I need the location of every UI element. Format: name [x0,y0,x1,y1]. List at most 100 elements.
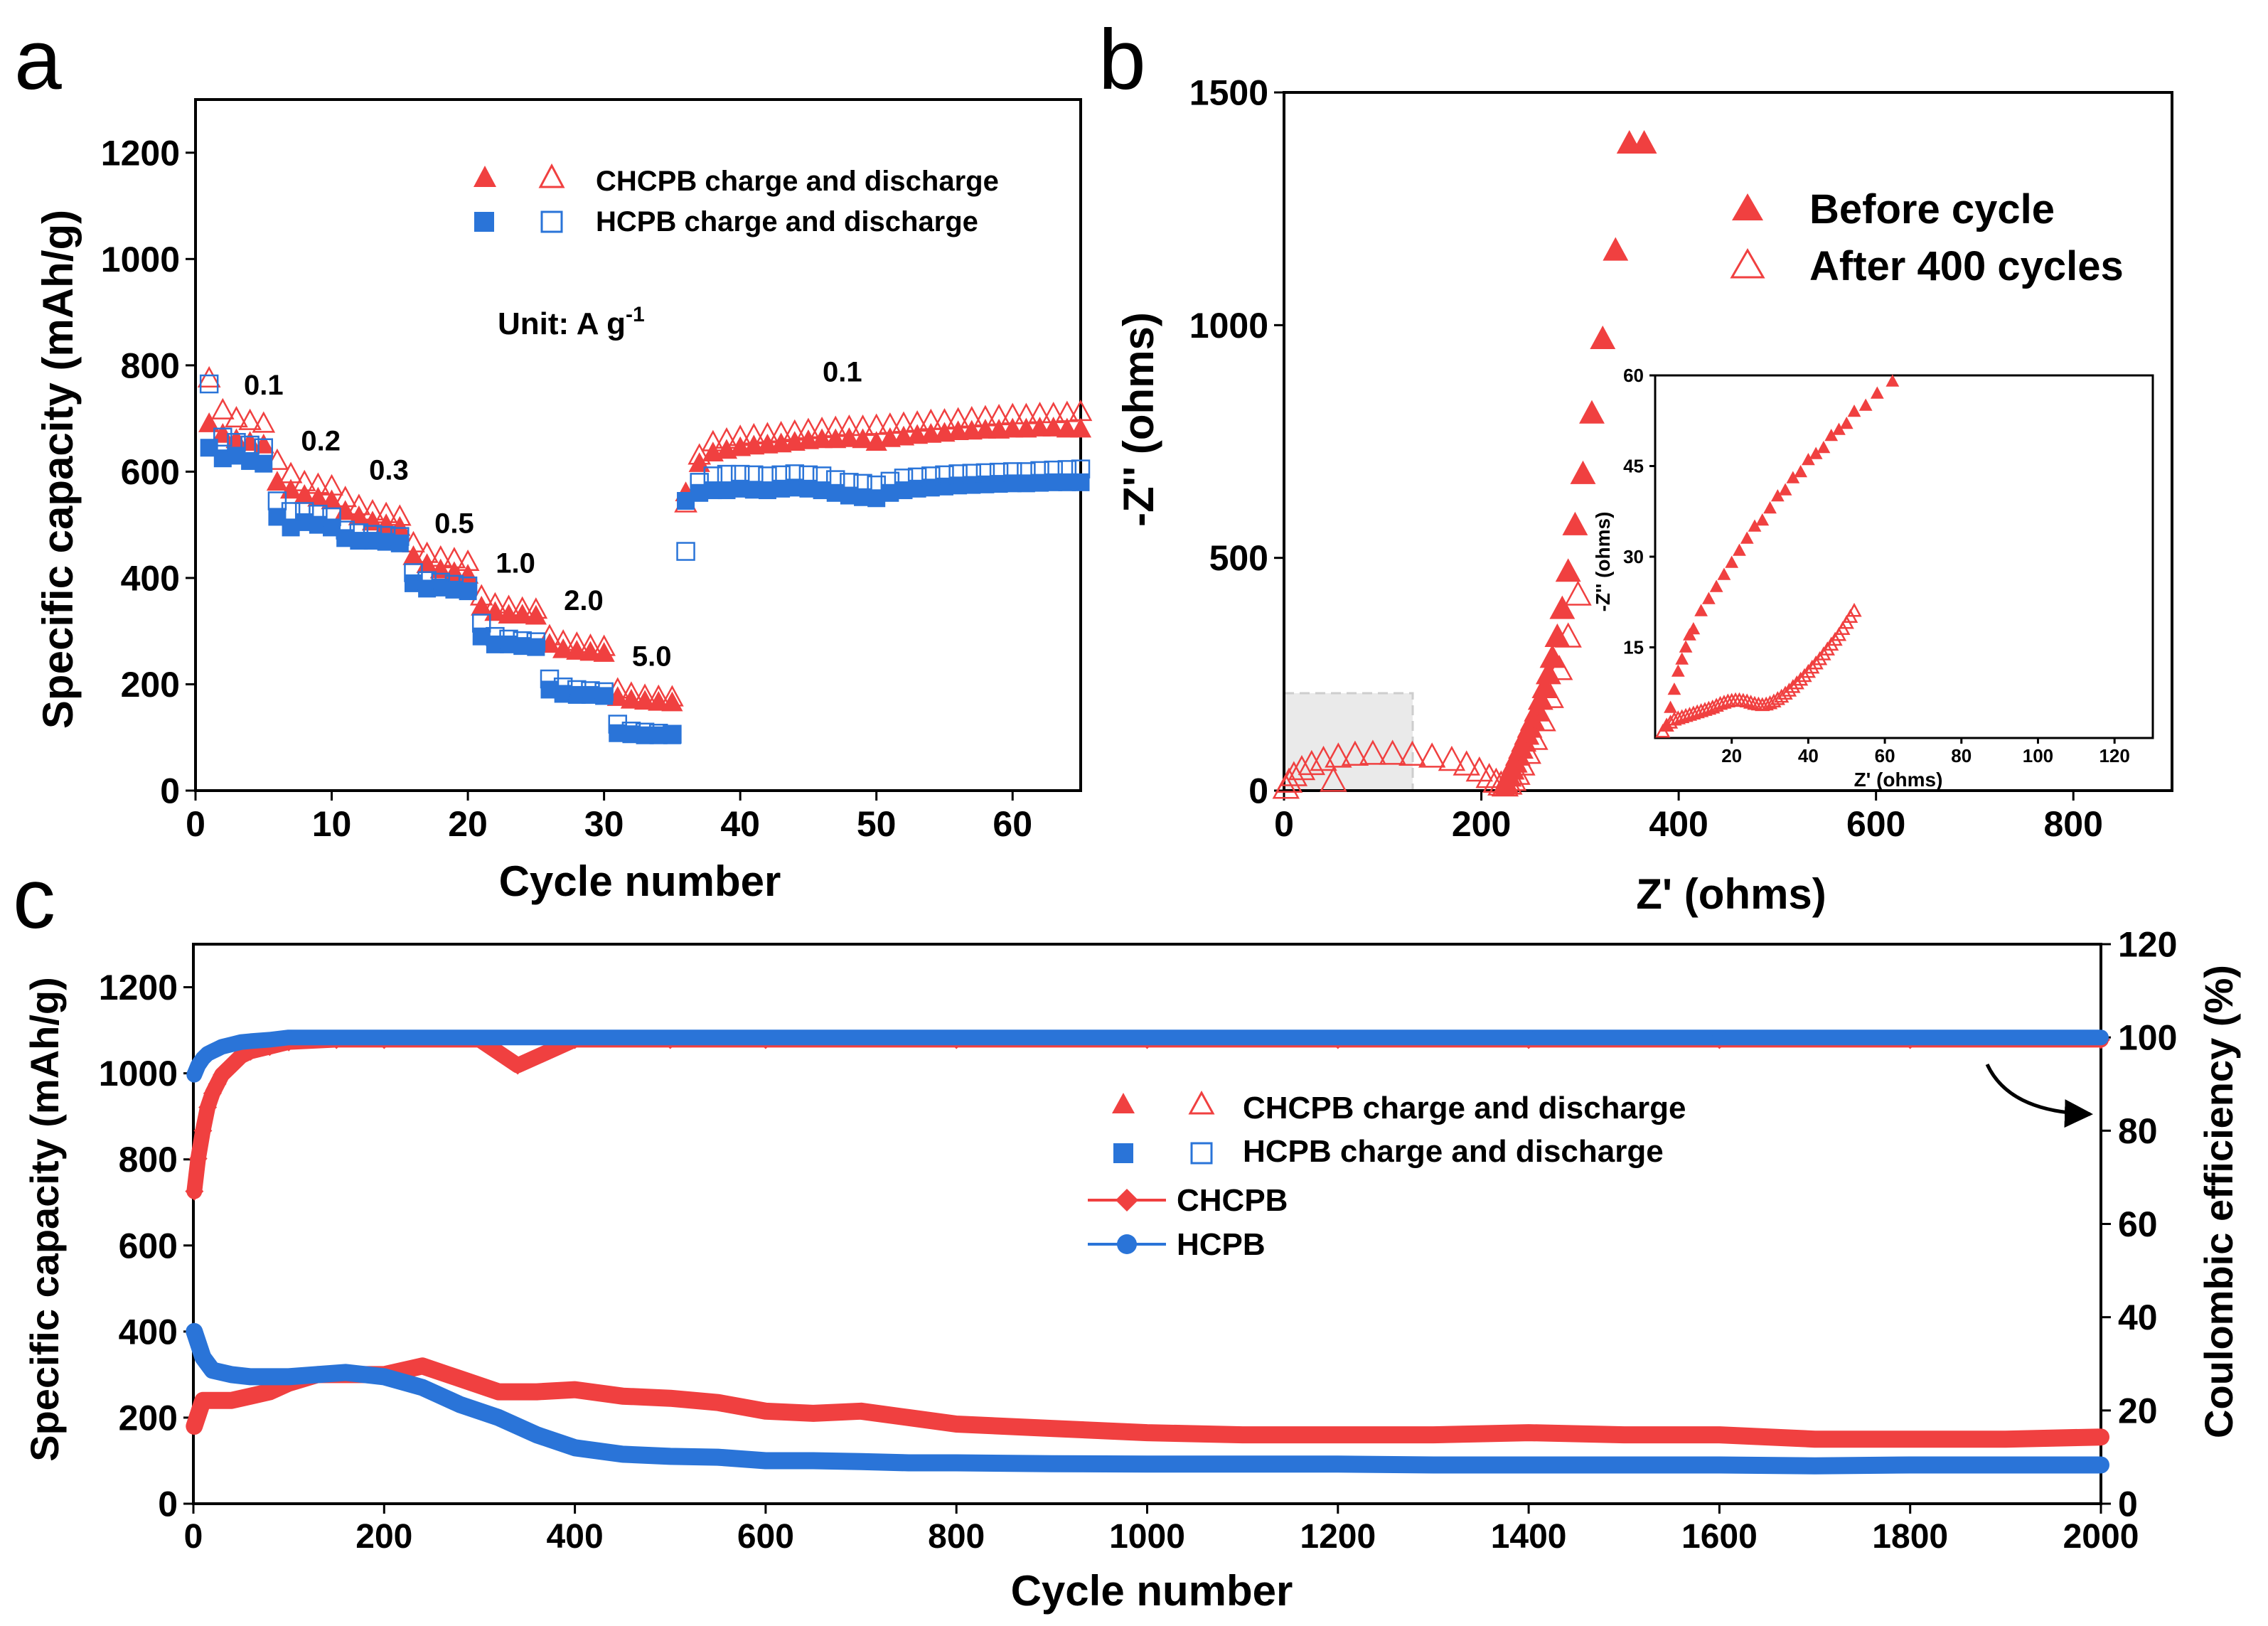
c-line-chcpb [186,1032,2109,1199]
c-point-circle [1140,1029,1155,1045]
b-point-triangle-open [1536,683,1564,708]
inset-point-triangle-open [1789,675,1804,690]
b-point-triangle-open [1379,739,1406,765]
a-point-triangle-open [551,629,575,651]
c-point-circle [1903,1029,1918,1045]
bi-y-tick-label: 15 [1623,637,1644,658]
panel-c-ticks: 0 200 400 600 800 1000 1200 1400 1600 1800 2000020… [99,925,2178,1556]
a-point-triangle-open [565,631,589,653]
b-point-triangle-open [1453,750,1480,776]
panel-b-data [1272,129,1657,799]
b-point-triangle-open [1320,766,1347,792]
inset-point-triangle-filled [1809,446,1823,459]
a-y-tick-label: 600 [121,452,180,492]
c-point-circle [1330,1029,1346,1045]
inset-point-triangle-open [1800,663,1817,678]
a-point-square-open [376,525,396,545]
bi-x-tick-label: 20 [1721,745,1742,766]
legend-chcpb-label: CHCPB charge and discharge [596,166,999,197]
a-point-triangle-open [633,683,657,705]
a-point-square-open [771,465,791,485]
a-point-square-open [486,626,505,646]
panel-a-frame [194,98,1082,792]
panel-a-axes [194,98,1082,792]
panel-a-legend: CHCPB charge and discharge HCPB charge a… [474,163,999,237]
legend-after-label: After 400 cycles [1809,243,2124,289]
c-x-tick-label: 0 [184,1518,203,1556]
a-x-tick-label: 10 [312,804,352,844]
a-point-triangle-open [442,547,466,569]
c-x-tick-label: 1600 [1681,1518,1758,1556]
a-x-tick-label: 20 [448,804,488,844]
b-point-triangle-filled [1631,129,1657,154]
a-point-triangle-filled [1056,417,1078,438]
a-point-square-open [648,723,668,743]
rate-label: 1.0 [496,547,535,579]
c-y-tick-label: 1000 [99,1054,178,1093]
b-point-triangle-open [1325,742,1352,768]
panel-a-ylabel: Specific capacity (mAh/g) [34,210,82,729]
a-y-tick-label: 0 [160,771,180,811]
inset-point-triangle-filled [1694,604,1708,616]
b-y-tick-label: 1500 [1189,73,1268,113]
b-point-triangle-filled [1579,400,1605,424]
a-point-triangle-open [306,472,330,494]
c-point-diamond [213,1065,232,1084]
a-point-triangle-open [1055,400,1079,422]
bi-x-tick-label: 40 [1798,745,1819,766]
c-point-circle [472,1029,487,1045]
a-point-square-open [349,523,369,542]
b-point-triangle-open [1482,767,1510,793]
legend-c-chcpb-label: CHCPB charge and discharge [1243,1091,1686,1125]
c-point-circle [243,1034,258,1049]
inset-point-triangle-open [1777,685,1793,700]
a-point-triangle-open [701,429,725,451]
panel-b-legend: Before cycle After 400 cycles [1730,186,2124,289]
legend-before-label: Before cycle [1809,186,2055,232]
c-point-diamond [188,1149,208,1168]
inset-point-triangle-filled [1725,555,1739,568]
a-point-square-open [444,574,464,594]
a-point-square-open [608,715,628,734]
b-point-triangle-filled [1603,237,1629,261]
inset-point-triangle-filled [1839,416,1854,429]
a-point-square-open [567,680,587,700]
a-x-tick-label: 60 [993,804,1032,844]
legend-hcpb-open-square [540,210,563,233]
c-x-tick-label: 1200 [1300,1518,1376,1556]
a-point-square-open [785,464,805,483]
c-point-diamond [508,1056,528,1075]
inset-ylabel: -Z'' (ohms) [1592,512,1614,612]
a-point-triangle-filled [852,428,874,449]
inset-point-triangle-open [1846,602,1862,617]
a-point-triangle-open [510,596,535,618]
inset-frame [1654,374,2154,739]
inset-point-triangle-filled [1763,501,1777,514]
a-point-square-open [1002,462,1022,481]
c-y-tick-label: 800 [119,1140,178,1180]
inset-data [1655,374,1900,738]
panel-a-xlabel: Cycle number [499,857,781,905]
c-point-circle [758,1029,774,1045]
bi-x-tick-label: 100 [2023,745,2053,766]
a-point-square-open [581,681,600,700]
b-point-triangle-open [1475,763,1503,788]
inset-point-triangle-filled [1858,398,1873,411]
a-point-triangle-filled [198,412,220,432]
a-point-square-open [921,466,941,486]
a-point-square-open [417,571,437,590]
inset-point-triangle-filled [1686,621,1701,635]
bi-y-tick-label: 60 [1623,365,1644,386]
inset-point-triangle-open [1808,655,1824,670]
b-x-tick-label: 600 [1846,804,1905,844]
a-point-triangle-open [524,597,548,619]
a-point-square-open [867,475,886,495]
inset-point-triangle-filled [1817,440,1831,454]
c-x-tick-label: 1000 [1109,1518,1185,1556]
legend-c-hcpb-ce-circle [1117,1234,1137,1254]
legend-chcpb-open-triangle [538,163,565,188]
a-point-square-open [730,464,750,484]
b-point-triangle-open [1529,706,1556,732]
a-point-triangle-open [619,681,643,703]
b-point-triangle-filled [1570,460,1596,484]
